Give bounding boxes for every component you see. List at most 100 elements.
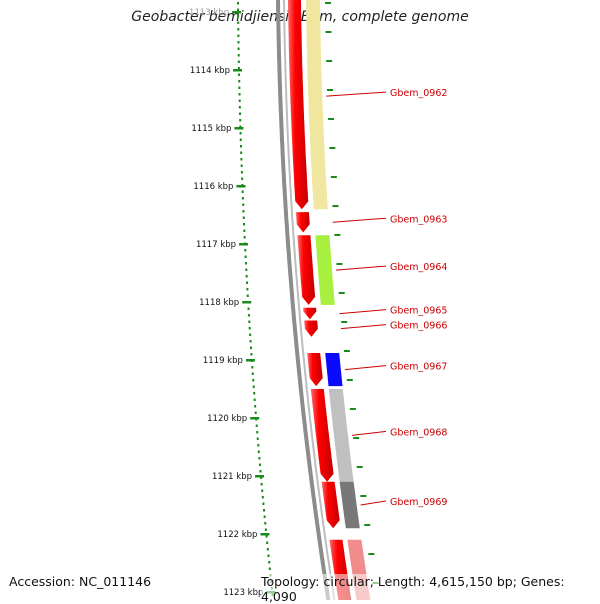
cds-arrow[interactable] (304, 320, 318, 337)
outer-track-tick (356, 466, 363, 468)
cds-arrow[interactable] (307, 353, 323, 387)
gene-label[interactable]: Gbem_0966 (390, 321, 447, 332)
ruler-major-tick (239, 243, 249, 246)
gene-feature-block[interactable] (339, 481, 360, 529)
gene-label[interactable]: Gbem_0962 (390, 88, 447, 99)
gene-feature-block[interactable] (315, 235, 335, 305)
ruler-tick-label: 1123 kbp (223, 588, 263, 598)
ruler-minor-tick (249, 346, 252, 349)
ruler-minor-tick (263, 509, 266, 512)
ruler-minor-tick (254, 411, 257, 414)
ruler-tick-label: 1119 kbp (203, 356, 243, 366)
gene-label-leader-line (332, 217, 387, 223)
cds-arrow[interactable] (288, 0, 309, 210)
ruler-minor-tick (240, 158, 243, 161)
outer-track-tick (329, 147, 336, 149)
genome-backbone (275, 0, 336, 600)
ruler-minor-tick (256, 437, 259, 440)
ruler-tick-label: 1116 kbp (193, 182, 233, 192)
ruler-minor-tick (239, 112, 242, 115)
ruler-minor-tick (245, 268, 248, 271)
ruler-minor-tick (251, 366, 254, 369)
ruler-minor-tick (257, 450, 260, 453)
gene-label[interactable]: Gbem_0968 (390, 427, 447, 438)
gene-label-leader-line (339, 309, 387, 315)
ruler-minor-tick (238, 99, 241, 102)
ruler-minor-tick (239, 119, 242, 122)
ruler-minor-tick (240, 171, 243, 174)
cds-arrow[interactable] (297, 235, 316, 305)
ruler-major-tick (250, 417, 260, 420)
gene-label-leader-line (351, 430, 387, 436)
accession-text: Accession: NC_011146 (9, 574, 152, 589)
ruler-minor-tick (242, 210, 245, 213)
ruler-minor-tick (258, 463, 261, 466)
ruler-minor-tick (238, 93, 241, 96)
ruler-minor-tick (261, 489, 264, 492)
gene-feature-block[interactable] (328, 389, 354, 482)
ruler-minor-tick (237, 60, 240, 63)
outer-track-tick (325, 31, 332, 33)
ruler-minor-tick (249, 340, 252, 343)
gene-label[interactable]: Gbem_0969 (390, 497, 447, 508)
gene-label[interactable]: Gbem_0965 (390, 306, 447, 317)
cds-arrow[interactable] (321, 481, 340, 529)
ruler-minor-tick (261, 496, 264, 499)
outer-track-tick (343, 350, 350, 352)
outer-track-tick (338, 292, 345, 294)
gene-label[interactable]: Gbem_0963 (390, 214, 447, 225)
backbone-line (275, 0, 331, 600)
gene-label[interactable]: Gbem_0964 (390, 262, 447, 273)
ruler-minor-tick (260, 476, 263, 479)
ruler-minor-tick (243, 229, 246, 232)
outer-track-tick (327, 89, 334, 91)
ruler-minor-tick (241, 190, 244, 193)
ruler-minor-tick (242, 216, 245, 219)
ruler-minor-tick (237, 67, 240, 70)
ruler-minor-tick (238, 86, 241, 89)
ruler-tick-label: 1114 kbp (190, 66, 230, 76)
ruler-major-tick (234, 127, 244, 130)
ruler-minor-tick (252, 379, 255, 382)
gene-label-leader-line (335, 265, 387, 271)
cds-arrow[interactable] (303, 307, 317, 320)
ruler-minor-tick (244, 249, 247, 252)
ruler-minor-tick (268, 561, 271, 564)
ruler-minor-tick (262, 502, 265, 505)
gene-label-leader-line (340, 324, 387, 330)
ruler-minor-tick (238, 73, 241, 76)
ruler-minor-tick (249, 333, 252, 336)
cds-arrow[interactable] (310, 389, 334, 482)
ruler-minor-tick (241, 197, 244, 200)
ruler-minor-tick (257, 444, 260, 447)
ruler-minor-tick (244, 255, 247, 258)
cds-arrow[interactable] (295, 212, 310, 233)
ruler-minor-tick (239, 125, 242, 128)
gene-label[interactable]: Gbem_0967 (390, 362, 447, 373)
outer-track-tick (325, 2, 332, 4)
ruler-minor-tick (248, 327, 251, 330)
ruler-minor-tick (237, 21, 240, 24)
ruler-minor-tick (237, 41, 240, 44)
ruler-minor-tick (264, 522, 267, 525)
ruler-minor-tick (259, 470, 262, 473)
ruler-major-tick (242, 301, 252, 304)
ruler-minor-tick (240, 164, 243, 167)
gene-feature-track (306, 0, 379, 600)
ruler-minor-tick (237, 28, 240, 31)
outer-track-tick (341, 321, 348, 323)
ruler-minor-tick (238, 80, 241, 83)
ruler-major-tick (260, 533, 270, 536)
gene-feature-block[interactable] (306, 0, 328, 210)
ruler-minor-tick (246, 294, 249, 297)
outer-track-tick (328, 118, 335, 120)
ruler-tick-label: 1113 kbp (189, 8, 229, 18)
gene-feature-block[interactable] (325, 353, 343, 387)
outer-track-tick (330, 176, 337, 178)
ruler-minor-tick (237, 8, 240, 11)
ruler-minor-tick (253, 392, 256, 395)
ruler-major-tick (232, 69, 242, 72)
ruler-minor-tick (247, 307, 250, 310)
ruler-minor-tick (238, 106, 241, 109)
